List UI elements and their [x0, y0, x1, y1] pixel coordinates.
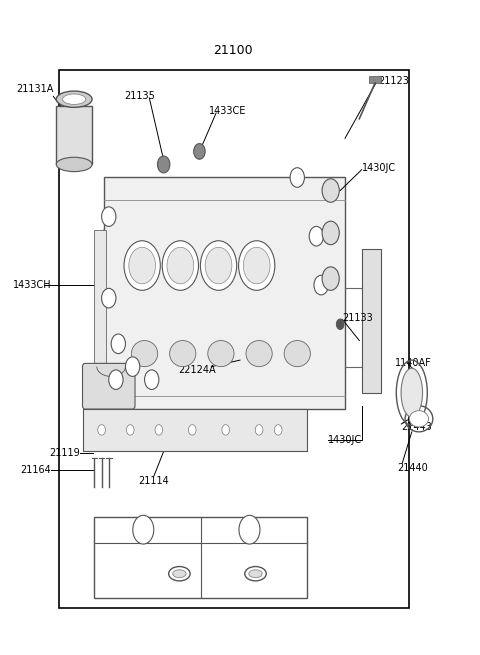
Ellipse shape [132, 341, 157, 367]
Circle shape [157, 156, 170, 173]
Text: 21119: 21119 [49, 448, 80, 458]
Text: 21133: 21133 [343, 312, 373, 323]
Ellipse shape [284, 341, 311, 367]
Text: a: a [106, 293, 111, 303]
Text: 21135: 21135 [124, 91, 155, 101]
Circle shape [322, 267, 339, 290]
Circle shape [255, 424, 263, 435]
Text: 1430JC: 1430JC [362, 162, 396, 173]
Ellipse shape [56, 91, 92, 107]
Ellipse shape [401, 368, 422, 417]
Text: b: b [116, 339, 121, 348]
Bar [369, 77, 381, 83]
Bar [95, 230, 107, 380]
Ellipse shape [249, 570, 262, 578]
Ellipse shape [245, 567, 266, 581]
Text: 1573GF: 1573GF [104, 567, 139, 576]
Circle shape [239, 515, 260, 544]
Ellipse shape [409, 411, 429, 427]
Circle shape [205, 248, 232, 284]
Bar [56, 105, 92, 164]
Circle shape [162, 241, 199, 290]
Ellipse shape [56, 157, 92, 172]
Circle shape [126, 424, 134, 435]
Text: a: a [113, 375, 119, 384]
Ellipse shape [173, 570, 186, 578]
Circle shape [200, 241, 237, 290]
Circle shape [111, 334, 125, 354]
Circle shape [144, 370, 159, 390]
Text: 21440: 21440 [397, 462, 428, 473]
Circle shape [124, 241, 160, 290]
Text: b: b [130, 362, 135, 371]
Circle shape [102, 288, 116, 308]
Text: 1573JK: 1573JK [210, 567, 241, 576]
Text: 22124A: 22124A [178, 365, 216, 375]
Circle shape [98, 424, 106, 435]
Circle shape [129, 248, 156, 284]
Bar [59, 70, 409, 608]
Text: 1430JC: 1430JC [328, 435, 362, 445]
Circle shape [133, 515, 154, 544]
Circle shape [189, 424, 196, 435]
Text: 21713A: 21713A [104, 582, 139, 591]
Circle shape [125, 357, 140, 377]
Circle shape [275, 424, 282, 435]
Circle shape [322, 221, 339, 245]
Text: b: b [295, 173, 300, 182]
Text: b: b [149, 375, 155, 384]
Circle shape [309, 227, 324, 246]
Bar [95, 517, 307, 598]
Circle shape [109, 370, 123, 390]
Ellipse shape [246, 341, 272, 367]
Bar [362, 250, 381, 393]
Text: a: a [140, 525, 146, 534]
Circle shape [167, 248, 194, 284]
Circle shape [336, 319, 344, 329]
Ellipse shape [62, 94, 86, 104]
Text: b: b [313, 232, 319, 240]
Circle shape [155, 424, 163, 435]
Text: 21164: 21164 [21, 464, 51, 475]
Text: 21131A: 21131A [16, 84, 53, 94]
Circle shape [239, 241, 275, 290]
Text: b: b [318, 280, 324, 290]
Text: 1573CG: 1573CG [210, 552, 246, 560]
Circle shape [194, 143, 205, 159]
Text: 21443: 21443 [401, 422, 432, 432]
Bar [83, 409, 307, 451]
Text: b: b [246, 525, 253, 534]
Ellipse shape [168, 567, 190, 581]
Bar [104, 178, 345, 409]
Circle shape [290, 168, 304, 187]
Text: 1433CH: 1433CH [13, 280, 52, 290]
Ellipse shape [169, 341, 196, 367]
Circle shape [322, 179, 339, 202]
Circle shape [102, 207, 116, 227]
Text: a: a [106, 212, 111, 221]
Text: 21114: 21114 [139, 476, 169, 486]
Text: 1140AF: 1140AF [395, 358, 432, 368]
Text: 21123: 21123 [378, 76, 409, 86]
Ellipse shape [208, 341, 234, 367]
FancyBboxPatch shape [83, 364, 135, 409]
Text: 1433CE: 1433CE [209, 106, 247, 116]
Text: 21314A: 21314A [210, 582, 245, 591]
Text: 21100: 21100 [213, 44, 252, 57]
Circle shape [243, 248, 270, 284]
Circle shape [222, 424, 229, 435]
Circle shape [314, 275, 328, 295]
Text: 1573JB: 1573JB [104, 552, 136, 560]
